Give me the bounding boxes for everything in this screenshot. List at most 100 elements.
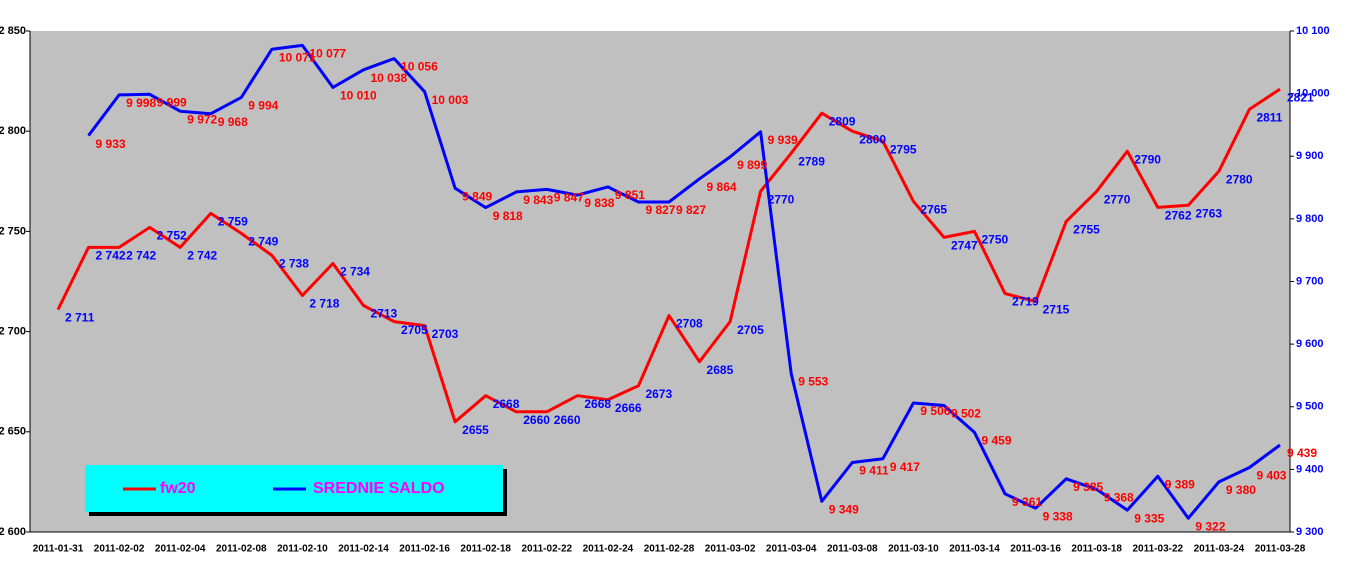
data-label: 2747 xyxy=(951,239,978,253)
data-label: 9 380 xyxy=(1226,483,1256,497)
data-label: 2685 xyxy=(707,363,734,377)
data-label: 9 349 xyxy=(829,502,859,516)
y2-tick-label: 9 300 xyxy=(1296,526,1324,538)
y-tick-label: 2 750 xyxy=(0,225,26,237)
data-label: 2715 xyxy=(1043,303,1070,317)
data-label: 9 403 xyxy=(1256,469,1286,483)
data-label: 2762 xyxy=(1165,209,1192,223)
data-label: 2800 xyxy=(859,132,886,146)
x-tick-label: 2011-02-16 xyxy=(399,544,450,555)
x-tick-label: 2011-03-14 xyxy=(949,544,1000,555)
data-label: 9 851 xyxy=(615,188,645,202)
data-label: 9 389 xyxy=(1165,477,1195,491)
data-label: 2673 xyxy=(645,387,672,401)
data-label: 2668 xyxy=(584,397,611,411)
data-label: 2780 xyxy=(1226,172,1253,186)
data-label: 9 385 xyxy=(1073,480,1103,494)
x-tick-label: 2011-03-28 xyxy=(1255,544,1306,555)
y2-tick-label: 9 500 xyxy=(1296,401,1324,413)
data-label: 2770 xyxy=(768,192,795,206)
data-label: 9 843 xyxy=(523,193,553,207)
data-label: 9 999 xyxy=(157,95,187,109)
data-label: 10 038 xyxy=(371,71,408,85)
data-label: 9 553 xyxy=(798,375,828,389)
x-tick-label: 2011-02-04 xyxy=(155,544,206,555)
data-label: 9 899 xyxy=(737,158,767,172)
plot-area xyxy=(30,31,1290,532)
data-label: 2 742 xyxy=(96,249,126,263)
data-label: 2703 xyxy=(432,327,459,341)
data-label: 10 077 xyxy=(309,47,346,61)
data-label: 2 742 xyxy=(187,249,217,263)
data-label: 9 502 xyxy=(951,407,981,421)
data-label: 2789 xyxy=(798,154,825,168)
data-label: 2755 xyxy=(1073,223,1100,237)
x-tick-label: 2011-01-31 xyxy=(33,544,84,555)
data-label: 2750 xyxy=(982,233,1009,247)
data-label: 9 818 xyxy=(493,209,523,223)
data-label: 10 071 xyxy=(279,50,316,64)
y2-tick-label: 9 900 xyxy=(1296,150,1324,162)
data-label: 2719 xyxy=(1012,295,1039,309)
x-tick-label: 2011-03-22 xyxy=(1132,544,1183,555)
x-tick-label: 2011-03-04 xyxy=(766,544,817,555)
data-label: 2 759 xyxy=(218,215,248,229)
data-label: 9 864 xyxy=(707,180,737,194)
data-label: 10 003 xyxy=(432,93,469,107)
data-label: 9 972 xyxy=(187,112,217,126)
data-label: 2 718 xyxy=(309,297,339,311)
x-tick-label: 2011-02-14 xyxy=(338,544,389,555)
data-label: 9 411 xyxy=(859,464,889,478)
data-label: 9 361 xyxy=(1012,495,1042,509)
data-label: 2 752 xyxy=(157,229,187,243)
data-label: 9 838 xyxy=(584,196,614,210)
data-label: 2655 xyxy=(462,423,489,437)
data-label: 9 849 xyxy=(462,189,492,203)
data-label: 2 742 xyxy=(126,249,156,263)
data-label: 2705 xyxy=(737,323,764,337)
data-label: 2 734 xyxy=(340,265,370,279)
x-tick-label: 2011-02-24 xyxy=(583,544,634,555)
data-label: 9 439 xyxy=(1287,446,1317,460)
data-label: 2660 xyxy=(554,413,581,427)
data-label: 2660 xyxy=(523,413,550,427)
data-label: 2666 xyxy=(615,401,642,415)
data-label: 9 827 xyxy=(676,203,706,217)
x-tick-label: 2011-02-18 xyxy=(460,544,511,555)
data-label: 2763 xyxy=(1195,207,1222,221)
data-label: 9 459 xyxy=(982,434,1012,448)
data-label: 9 335 xyxy=(1134,511,1164,525)
data-label: 2 711 xyxy=(65,311,95,325)
data-label: 10 056 xyxy=(401,60,438,74)
series-line xyxy=(56,87,1281,424)
data-label: 9 939 xyxy=(768,133,798,147)
y-tick-label: 2 650 xyxy=(0,426,26,438)
data-label: 2790 xyxy=(1134,152,1161,166)
data-label: 9 338 xyxy=(1043,509,1073,523)
data-label: 2713 xyxy=(371,307,398,321)
data-label: 2811 xyxy=(1256,110,1282,124)
data-label: 2821 xyxy=(1287,90,1314,104)
data-label: 9 506 xyxy=(920,404,950,418)
x-tick-label: 2011-02-08 xyxy=(216,544,267,555)
data-label: 2770 xyxy=(1104,192,1131,206)
x-tick-label: 2011-03-10 xyxy=(888,544,939,555)
data-label: 2795 xyxy=(890,142,917,156)
data-label: 9 998 xyxy=(126,96,156,110)
data-label: 9 827 xyxy=(645,203,675,217)
data-label: 9 994 xyxy=(248,99,278,113)
data-label: 2 738 xyxy=(279,257,309,271)
series-line xyxy=(87,43,1281,520)
data-label: 2809 xyxy=(829,114,856,128)
data-label: 2708 xyxy=(676,317,703,331)
data-label: 2705 xyxy=(401,323,428,337)
y-tick-label: 2 600 xyxy=(0,526,26,538)
x-tick-label: 2011-02-28 xyxy=(644,544,695,555)
legend: fw20 SREDNIE SALDO xyxy=(85,465,507,516)
x-tick-label: 2011-02-02 xyxy=(94,544,145,555)
data-label: 2668 xyxy=(493,397,520,411)
data-label: 9 933 xyxy=(96,137,126,151)
data-label: 9 417 xyxy=(890,460,920,474)
y2-tick-label: 9 800 xyxy=(1296,213,1324,225)
